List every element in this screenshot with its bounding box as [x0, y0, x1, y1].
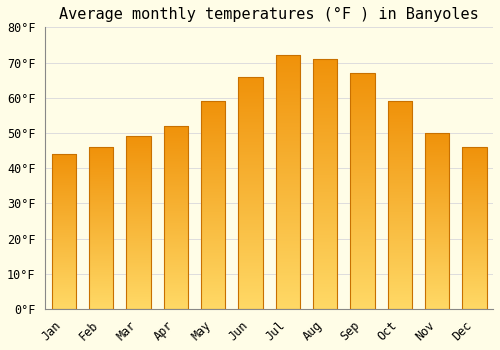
Bar	[425, 133, 449, 309]
Bar	[276, 55, 300, 309]
Bar	[350, 73, 374, 309]
Bar	[52, 154, 76, 309]
Bar	[238, 77, 262, 309]
Bar	[201, 101, 226, 309]
Bar	[164, 126, 188, 309]
Bar	[313, 59, 337, 309]
Title: Average monthly temperatures (°F ) in Banyoles: Average monthly temperatures (°F ) in Ba…	[59, 7, 479, 22]
Bar	[462, 147, 486, 309]
Bar	[388, 101, 412, 309]
Bar	[126, 136, 150, 309]
Bar	[89, 147, 114, 309]
